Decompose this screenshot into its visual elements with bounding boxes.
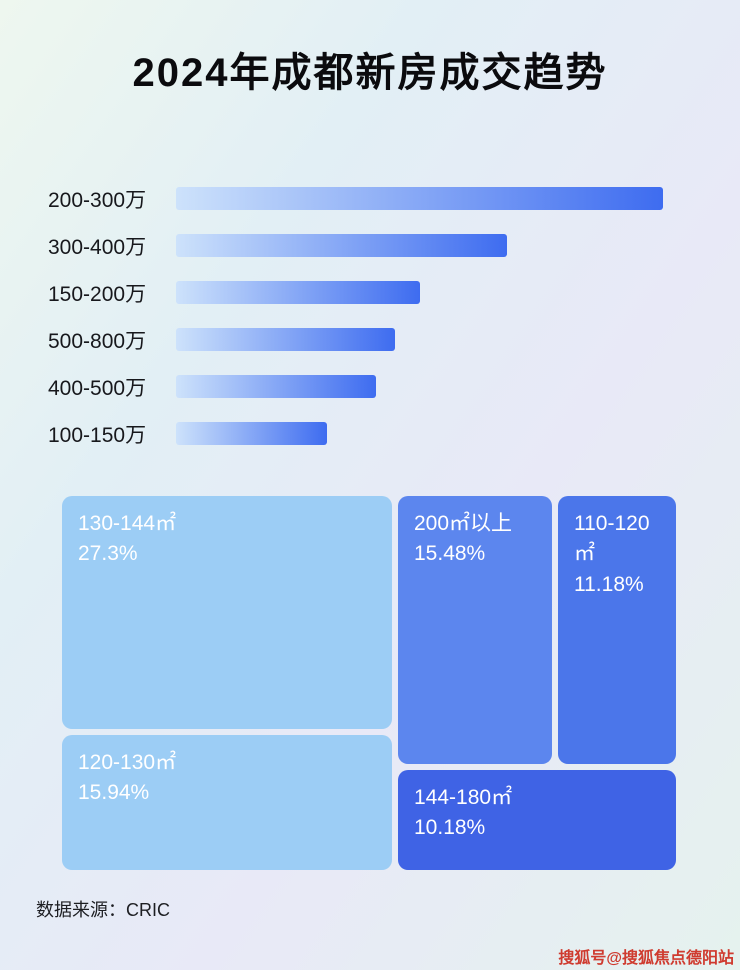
bar-label: 150-200万 [48,282,147,306]
treemap-tile-130-144: 130-144㎡ 27.3% [62,496,392,729]
tile-value: 27.3% [78,542,138,566]
bar-label: 100-150万 [48,423,147,447]
bar-label: 200-300万 [48,188,147,212]
tile-label: 130-144㎡ [78,512,177,535]
bar-label: 400-500万 [48,376,147,400]
bar [176,281,420,304]
page-title: 2024年成都新房成交趋势 [132,51,608,95]
tile-label: 110-120㎡ [574,512,650,566]
tile-label: 120-130㎡ [78,751,177,774]
bar-label: 500-800万 [48,329,147,353]
bar-track [176,187,663,210]
treemap-tile-120-130: 120-130㎡ 15.94% [62,735,392,870]
bar-row: 150-200万 [48,269,698,316]
bar [176,375,376,398]
treemap-tile-200-plus: 200㎡以上 15.48% [398,496,552,764]
tile-label: 144-180㎡ [414,786,513,809]
treemap-tile-110-120: 110-120㎡ 11.18% [558,496,676,764]
area-segment-treemap: 130-144㎡ 27.3% 120-130㎡ 15.94% 200㎡以上 15… [62,496,676,870]
price-range-bar-chart: 200-300万 300-400万 150-200万 500-800万 400-… [48,175,698,457]
tile-value: 10.18% [414,816,486,840]
bar-track [176,281,663,304]
bar-track [176,375,663,398]
tile-label: 200㎡以上 [414,512,513,535]
bar-row: 300-400万 [48,222,698,269]
data-source-note: 数据来源：CRIC [36,900,170,920]
bar-row: 400-500万 [48,363,698,410]
bar-label: 300-400万 [48,235,147,259]
bar [176,328,396,351]
bar [176,422,327,445]
bar-track [176,328,663,351]
bar-track [176,234,663,257]
bar-row: 200-300万 [48,175,698,222]
tile-value: 15.48% [414,542,486,566]
bar-row: 500-800万 [48,316,698,363]
tile-value: 15.94% [78,781,150,805]
bar [176,234,508,257]
tile-value: 11.18% [574,572,644,596]
treemap-tile-144-180: 144-180㎡ 10.18% [398,770,676,870]
bar-track [176,422,663,445]
bar [176,187,663,210]
watermark: 搜狐号@搜狐焦点德阳站 [558,950,734,967]
bar-row: 100-150万 [48,410,698,457]
